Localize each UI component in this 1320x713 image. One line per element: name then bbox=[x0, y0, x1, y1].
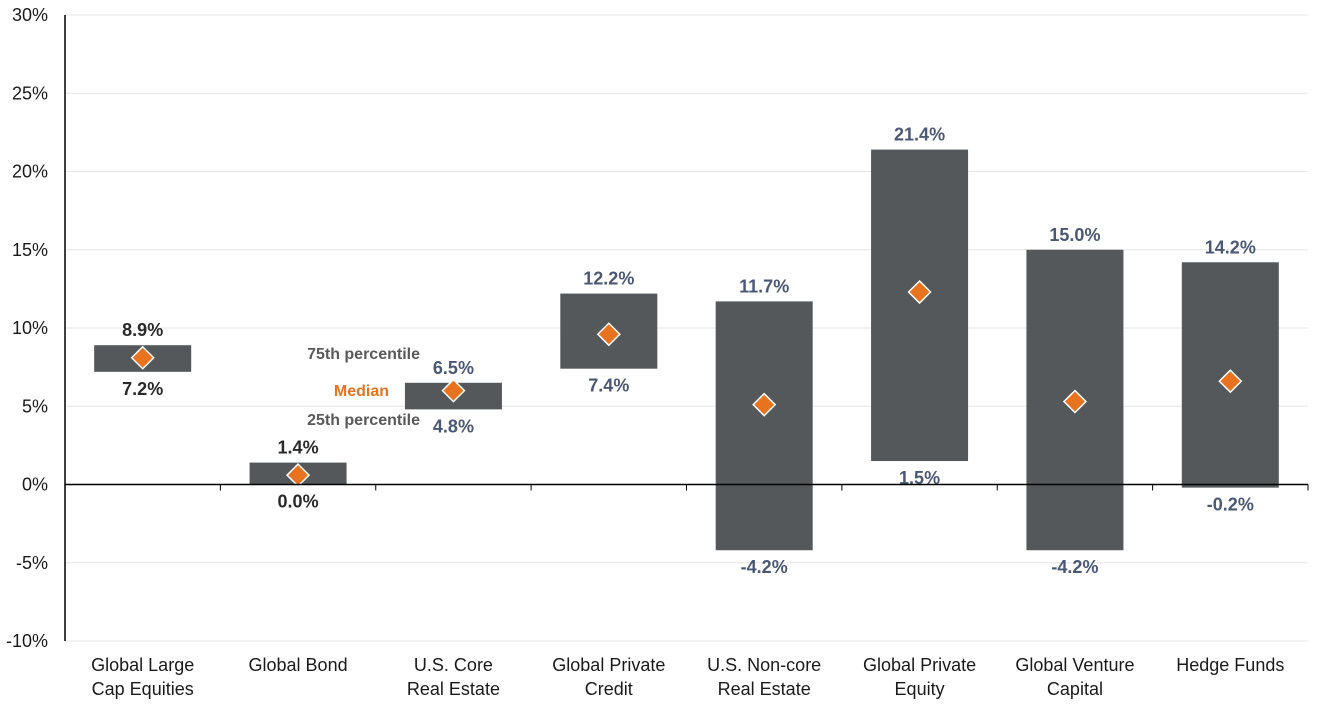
median-marker bbox=[1218, 369, 1243, 394]
range-bar bbox=[871, 149, 969, 462]
legend-p25-label: 25th percentile bbox=[307, 412, 420, 429]
median-marker bbox=[596, 322, 621, 347]
data-label-25th: 7.4% bbox=[588, 376, 629, 396]
data-label-75th: 8.9% bbox=[122, 320, 163, 340]
category-label: Global Private bbox=[863, 655, 976, 675]
data-label-25th: 1.5% bbox=[899, 468, 940, 488]
category-label: Hedge Funds bbox=[1176, 655, 1284, 675]
legend: 75th percentile Median 25th percentile bbox=[307, 346, 420, 429]
legend-p75-label: 75th percentile bbox=[307, 346, 420, 363]
legend-median-label: Median bbox=[334, 383, 389, 400]
y-axis: -10% -5% 0% 5% 10% 15% 20% 25% 30% bbox=[6, 5, 66, 651]
y-tick-label: 0% bbox=[22, 475, 48, 495]
category-label: Equity bbox=[895, 679, 945, 699]
y-tick-label: -10% bbox=[6, 631, 48, 651]
category-label: Capital bbox=[1047, 679, 1103, 699]
category-label: Credit bbox=[585, 679, 633, 699]
category-label: Global Venture bbox=[1015, 655, 1134, 675]
data-label-25th: -4.2% bbox=[1051, 557, 1098, 577]
y-tick-label: -5% bbox=[16, 553, 48, 573]
category-label: Cap Equities bbox=[92, 679, 194, 699]
data-label-75th: 6.5% bbox=[433, 358, 474, 378]
median-marker bbox=[907, 279, 932, 305]
gridlines bbox=[65, 14, 1308, 642]
y-tick-label: 5% bbox=[22, 396, 48, 416]
y-tick-label: 10% bbox=[12, 318, 48, 338]
data-label-75th: 21.4% bbox=[894, 125, 945, 145]
y-tick-label: 20% bbox=[12, 162, 48, 182]
y-tick-label: 30% bbox=[12, 5, 48, 25]
category-label: Real Estate bbox=[407, 679, 500, 699]
range-bar bbox=[715, 301, 813, 551]
data-label-25th: 7.2% bbox=[122, 379, 163, 399]
median-marker bbox=[752, 392, 777, 417]
median-marker bbox=[286, 463, 311, 488]
data-label-75th: 12.2% bbox=[583, 269, 634, 289]
data-label-75th: 15.0% bbox=[1049, 225, 1100, 245]
y-tick-label: 25% bbox=[12, 83, 48, 103]
data-label-25th: 4.8% bbox=[433, 416, 474, 436]
data-label-25th: 0.0% bbox=[278, 492, 319, 512]
category-label: Global Bond bbox=[249, 655, 348, 675]
x-axis: Global Large Cap Equities Global Bond U.S. … bbox=[65, 483, 1309, 699]
y-tick-label: 15% bbox=[12, 240, 48, 260]
category-label: Global Private bbox=[552, 655, 665, 675]
category-label: Real Estate bbox=[718, 679, 811, 699]
median-marker bbox=[441, 378, 466, 403]
range-bars: 8.9% 7.2% 1.4% 0.0% 6.5% 4.8% 12.2% 7.4% 11.7% -4… bbox=[94, 125, 1279, 577]
data-label-25th: -4.2% bbox=[741, 557, 788, 577]
category-label: U.S. Non-core bbox=[707, 655, 821, 675]
category-label: Global Large bbox=[91, 655, 194, 675]
median-marker bbox=[1062, 389, 1087, 414]
median-marker bbox=[130, 345, 155, 370]
data-label-75th: 1.4% bbox=[278, 438, 319, 458]
data-label-25th: -0.2% bbox=[1207, 495, 1254, 515]
data-label-75th: 11.7% bbox=[739, 276, 789, 296]
category-label: U.S. Core bbox=[414, 655, 493, 675]
data-label-75th: 14.2% bbox=[1205, 237, 1256, 257]
